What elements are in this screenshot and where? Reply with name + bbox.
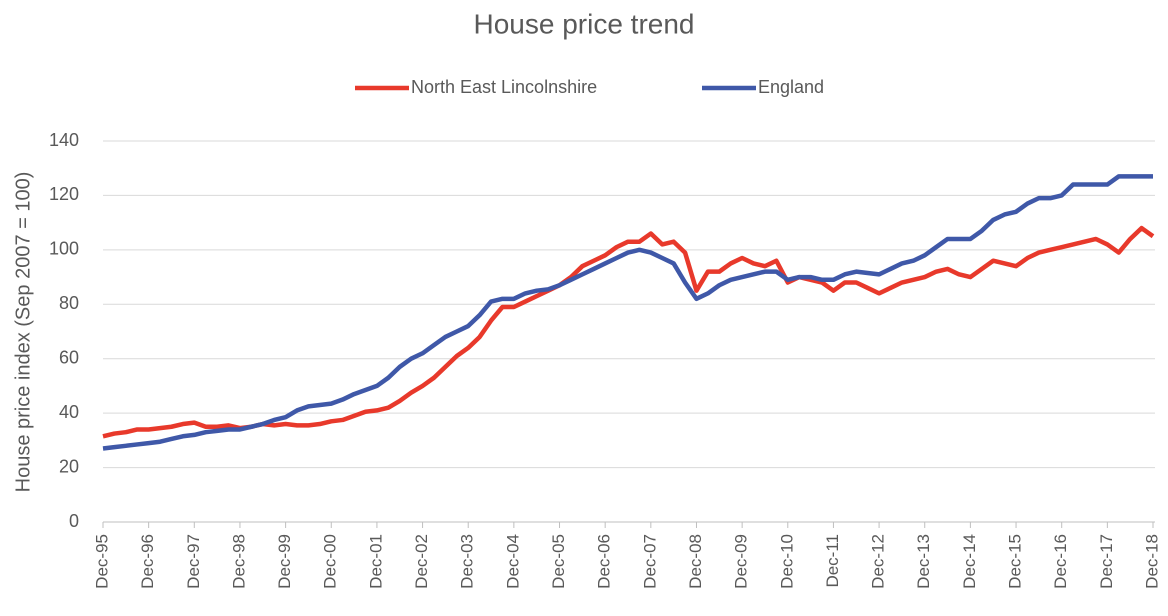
x-tick-label: Dec-08 bbox=[686, 534, 705, 589]
x-tick-label: Dec-14 bbox=[960, 534, 979, 589]
x-tick-label: Dec-11 bbox=[823, 534, 842, 588]
y-tick-label: 60 bbox=[59, 347, 79, 367]
x-tick-label: Dec-06 bbox=[595, 534, 614, 589]
y-tick-label: 140 bbox=[49, 130, 79, 150]
x-tick-label: Dec-00 bbox=[321, 534, 340, 589]
y-tick-label: 100 bbox=[49, 239, 79, 259]
x-tick-label: Dec-98 bbox=[229, 534, 248, 589]
y-axis-label: House price index (Sep 2007 = 100) bbox=[12, 172, 34, 493]
x-tick-label: Dec-95 bbox=[92, 534, 111, 589]
x-tick-label: Dec-04 bbox=[503, 534, 522, 589]
x-tick-label: Dec-99 bbox=[275, 534, 294, 589]
x-tick-label: Dec-15 bbox=[1006, 534, 1025, 589]
x-tick-label: Dec-02 bbox=[412, 534, 431, 589]
x-tick-label: Dec-16 bbox=[1051, 534, 1070, 589]
y-tick-label: 80 bbox=[59, 293, 79, 313]
legend-label: England bbox=[758, 77, 824, 97]
y-tick-label: 0 bbox=[69, 511, 79, 531]
y-tick-label: 40 bbox=[59, 402, 79, 422]
legend-label: North East Lincolnshire bbox=[411, 77, 597, 97]
x-tick-label: Dec-09 bbox=[732, 534, 751, 589]
chart-title: House price trend bbox=[473, 8, 694, 39]
x-tick-label: Dec-01 bbox=[366, 534, 385, 589]
x-tick-label: Dec-12 bbox=[869, 534, 888, 589]
x-tick-label: Dec-18 bbox=[1142, 534, 1161, 589]
x-tick-label: Dec-13 bbox=[914, 534, 933, 589]
x-tick-label: Dec-96 bbox=[138, 534, 157, 589]
x-tick-label: Dec-10 bbox=[777, 534, 796, 589]
line-series bbox=[102, 225, 1155, 439]
x-tick-label: Dec-05 bbox=[549, 534, 568, 589]
x-tick-label: Dec-97 bbox=[184, 534, 203, 589]
x-tick-label: Dec-03 bbox=[458, 534, 477, 589]
y-tick-label: 120 bbox=[49, 184, 79, 204]
line-series bbox=[102, 174, 1153, 451]
x-tick-label: Dec-07 bbox=[640, 534, 659, 589]
y-tick-label: 20 bbox=[59, 456, 79, 476]
x-tick-label: Dec-17 bbox=[1097, 534, 1116, 589]
